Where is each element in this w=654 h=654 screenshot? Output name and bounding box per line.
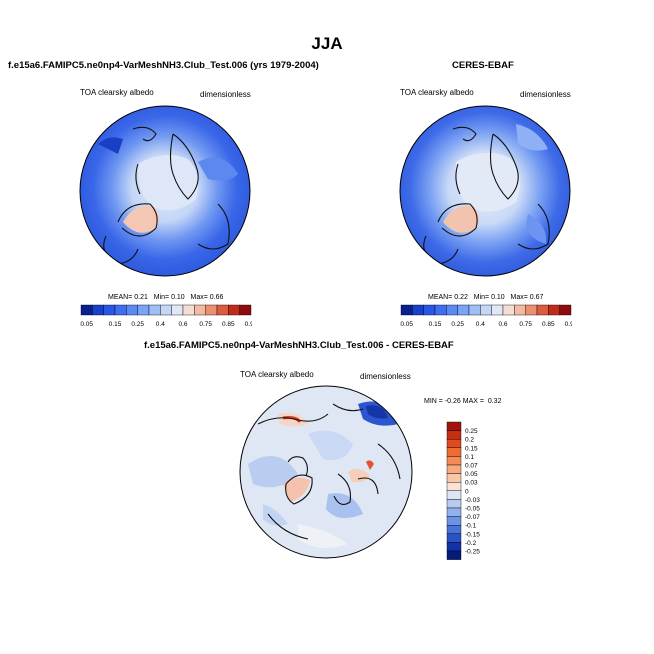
colorbar-swatch (239, 304, 252, 316)
colorbar-tick-label: 0.75 (519, 321, 532, 328)
main-title: JJA (311, 34, 343, 53)
colorbar-tick-label: -0.07 (465, 514, 480, 521)
colorbar-swatch (525, 304, 538, 316)
colorbar-swatch (103, 304, 116, 316)
colorbar-tick-label: 0.15 (429, 321, 442, 328)
colorbar-tick-label: 0.85 (542, 321, 555, 328)
colorbar-swatch (137, 304, 150, 316)
colorbar-swatch (446, 490, 462, 500)
colorbar-tick-label: 0.1 (465, 454, 474, 461)
colorbar-swatch (559, 304, 572, 316)
diff-panel-stats: MIN = -0.26 MAX = 0.32 (424, 398, 502, 405)
colorbar-swatch (126, 304, 138, 316)
colorbar-swatch (468, 304, 481, 316)
colorbar-swatch (446, 550, 462, 560)
colorbar-swatch (80, 304, 93, 316)
colorbar-tick-label: 0.05 (400, 321, 413, 328)
colorbar-swatch (480, 304, 492, 316)
colorbar-swatch (412, 304, 424, 316)
colorbar-swatch (228, 304, 240, 316)
panel-2-title: CERES-EBAF (452, 60, 514, 71)
diff-panel-var-label: TOA clearsky albedo (240, 370, 314, 379)
colorbar-swatch (536, 304, 549, 316)
colorbar-swatch (148, 304, 161, 316)
panel-1-colorbar: 0.05 0.15 0.25 0.4 0.6 0.75 0.85 0.95 (80, 304, 252, 328)
colorbar-swatch (114, 304, 127, 316)
colorbar-tick-label: -0.15 (465, 531, 480, 538)
colorbar-tick-label: 0.6 (178, 321, 187, 328)
colorbar-swatch (446, 447, 462, 457)
colorbar-swatch (171, 304, 184, 316)
colorbar-tick-label: -0.1 (465, 523, 477, 530)
colorbar-swatch (514, 304, 526, 316)
panel-1-units: dimensionless (200, 90, 251, 99)
colorbar-tick-label: 0.03 (465, 480, 478, 487)
colorbar-tick-label: 0.4 (476, 321, 485, 328)
colorbar-tick-label: 0.75 (199, 321, 212, 328)
panel-1-stats: MEAN= 0.21 Min= 0.10 Max= 0.66 (108, 294, 224, 301)
colorbar-swatch (446, 516, 462, 526)
colorbar-swatch (491, 304, 504, 316)
colorbar-tick-label: 0.85 (222, 321, 235, 328)
colorbar-swatch (182, 304, 195, 316)
colorbar-tick-label: 0.6 (498, 321, 507, 328)
panel-2-colorbar: 0.05 0.15 0.25 0.4 0.6 0.75 0.85 0.95 (400, 304, 572, 328)
colorbar-tick-label: -0.05 (465, 506, 480, 513)
colorbar-swatch (446, 507, 462, 517)
colorbar-tick-label: 0.15 (109, 321, 122, 328)
colorbar-swatch (160, 304, 172, 316)
colorbar-tick-label: -0.25 (465, 549, 480, 556)
colorbar-tick-label: -0.03 (465, 497, 480, 504)
colorbar-tick-label: 0.25 (131, 321, 144, 328)
panel-2-map (399, 105, 571, 277)
colorbar-swatch (446, 304, 458, 316)
colorbar-swatch (446, 464, 462, 474)
colorbar-tick-label: 0.2 (465, 437, 474, 444)
colorbar-tick-label: 0.95 (245, 321, 252, 328)
colorbar-swatch (446, 542, 462, 552)
colorbar-swatch (548, 304, 560, 316)
colorbar-swatch (216, 304, 229, 316)
colorbar-tick-label: 0.95 (565, 321, 572, 328)
colorbar-tick-label: 0.07 (465, 463, 478, 470)
diff-panel-units: dimensionless (360, 372, 411, 381)
colorbar-swatch (446, 430, 462, 440)
colorbar-swatch (446, 482, 462, 492)
colorbar-tick-label: 0.05 (465, 471, 478, 478)
panel-2-units: dimensionless (520, 90, 571, 99)
colorbar-tick-label: 0 (465, 488, 469, 495)
colorbar-tick-label: 0.25 (465, 428, 478, 435)
colorbar-swatch (205, 304, 218, 316)
colorbar-swatch (446, 439, 462, 449)
panel-1-var-label: TOA clearsky albedo (80, 88, 154, 97)
colorbar-tick-label: -0.2 (465, 540, 477, 547)
colorbar-swatch (446, 456, 462, 466)
colorbar-swatch (423, 304, 436, 316)
colorbar-swatch (92, 304, 104, 316)
diff-panel-map (239, 385, 413, 559)
colorbar-swatch (502, 304, 515, 316)
panel-2-var-label: TOA clearsky albedo (400, 88, 474, 97)
colorbar-swatch (400, 304, 413, 316)
colorbar-swatch (434, 304, 447, 316)
panel-1-map (79, 105, 251, 277)
panel-1-title: f.e15a6.FAMIPC5.ne0np4-VarMeshNH3.Club_T… (8, 60, 319, 71)
diff-colorbar: 0.250.20.150.10.070.050.030-0.03-0.05-0.… (446, 421, 480, 560)
colorbar-tick-label: 0.25 (451, 321, 464, 328)
colorbar-swatch (194, 304, 206, 316)
colorbar-tick-label: 0.15 (465, 445, 478, 452)
colorbar-swatch (446, 421, 462, 431)
colorbar-swatch (446, 524, 462, 534)
colorbar-swatch (446, 533, 462, 543)
colorbar-swatch (446, 473, 462, 483)
diff-panel-title: f.e15a6.FAMIPC5.ne0np4-VarMeshNH3.Club_T… (144, 340, 454, 351)
colorbar-tick-label: 0.05 (80, 321, 93, 328)
panel-2-stats: MEAN= 0.22 Min= 0.10 Max= 0.67 (428, 294, 544, 301)
colorbar-tick-label: 0.4 (156, 321, 165, 328)
colorbar-swatch (446, 499, 462, 509)
colorbar-swatch (457, 304, 470, 316)
